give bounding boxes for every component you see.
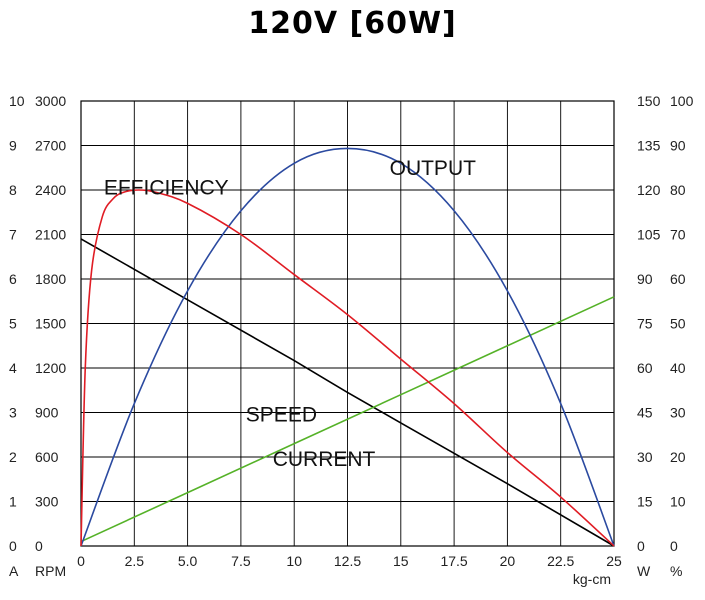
efficiency-tick-label: 80 — [670, 182, 686, 198]
x-tick-label: 25 — [606, 553, 622, 569]
speed-tick-label: 2400 — [35, 182, 66, 198]
speed-tick-label: 1800 — [35, 271, 66, 287]
speed-tick-label: 1500 — [35, 316, 66, 332]
speed-tick-label: 0 — [35, 538, 43, 554]
speed-tick-label: 2100 — [35, 227, 66, 243]
x-tick-label: 5.0 — [178, 553, 198, 569]
output-tick-label: 0 — [637, 538, 645, 554]
x-tick-label: 17.5 — [440, 553, 467, 569]
speed-series-line — [80, 238, 615, 547]
current-series-line — [80, 296, 615, 543]
output-axis-label: W — [637, 563, 651, 579]
current-tick-label: 9 — [9, 138, 17, 154]
current-tick-label: 7 — [9, 227, 17, 243]
efficiency-tick-label: 90 — [670, 138, 686, 154]
output-annotation: OUTPUT — [390, 157, 477, 180]
current-axis-label: A — [9, 563, 19, 579]
output-tick-label: 90 — [637, 271, 653, 287]
speed-axis-label: RPM — [35, 563, 66, 579]
current-tick-label: 8 — [9, 182, 17, 198]
speed-annotation: SPEED — [246, 403, 317, 426]
x-tick-label: 10 — [286, 553, 302, 569]
x-tick-label: 20 — [500, 553, 516, 569]
output-tick-label: 15 — [637, 494, 653, 510]
x-tick-label: 2.5 — [125, 553, 145, 569]
output-tick-label: 60 — [637, 360, 653, 376]
efficiency-tick-label: 30 — [670, 405, 686, 421]
output-tick-label: 135 — [637, 138, 661, 154]
output-tick-label: 105 — [637, 227, 661, 243]
efficiency-axis-label: % — [670, 563, 682, 579]
current-tick-label: 4 — [9, 360, 17, 376]
x-axis-label: kg-cm — [573, 571, 611, 587]
current-tick-label: 10 — [9, 93, 25, 109]
x-tick-label: 12.5 — [334, 553, 361, 569]
x-tick-label: 7.5 — [231, 553, 251, 569]
x-tick-label: 15 — [393, 553, 409, 569]
efficiency-tick-label: 50 — [670, 316, 686, 332]
speed-tick-label: 1200 — [35, 360, 66, 376]
x-tick-label: 22.5 — [547, 553, 574, 569]
x-tick-label: 0 — [77, 553, 85, 569]
current-annotation: CURRENT — [273, 448, 376, 471]
efficiency-tick-label: 20 — [670, 449, 686, 465]
speed-tick-label: 600 — [35, 449, 59, 465]
output-tick-label: 45 — [637, 405, 653, 421]
efficiency-annotation: EFFICIENCY — [104, 176, 229, 199]
efficiency-tick-label: 0 — [670, 538, 678, 554]
current-tick-label: 6 — [9, 271, 17, 287]
efficiency-tick-label: 10 — [670, 494, 686, 510]
efficiency-tick-label: 60 — [670, 271, 686, 287]
output-tick-label: 150 — [637, 93, 661, 109]
current-tick-label: 0 — [9, 538, 17, 554]
current-tick-label: 1 — [9, 494, 17, 510]
speed-tick-label: 900 — [35, 405, 59, 421]
efficiency-tick-label: 40 — [670, 360, 686, 376]
chart-title: 120V [60W] — [248, 6, 457, 41]
current-tick-label: 2 — [9, 449, 17, 465]
output-tick-label: 30 — [637, 449, 653, 465]
current-tick-label: 3 — [9, 405, 17, 421]
efficiency-series-line — [80, 189, 615, 547]
speed-tick-label: 300 — [35, 494, 59, 510]
output-tick-label: 120 — [637, 182, 661, 198]
current-tick-label: 5 — [9, 316, 17, 332]
output-series-line — [80, 147, 615, 547]
efficiency-tick-label: 100 — [670, 93, 694, 109]
output-tick-label: 75 — [637, 316, 653, 332]
speed-tick-label: 3000 — [35, 93, 66, 109]
speed-tick-label: 2700 — [35, 138, 66, 154]
efficiency-tick-label: 70 — [670, 227, 686, 243]
